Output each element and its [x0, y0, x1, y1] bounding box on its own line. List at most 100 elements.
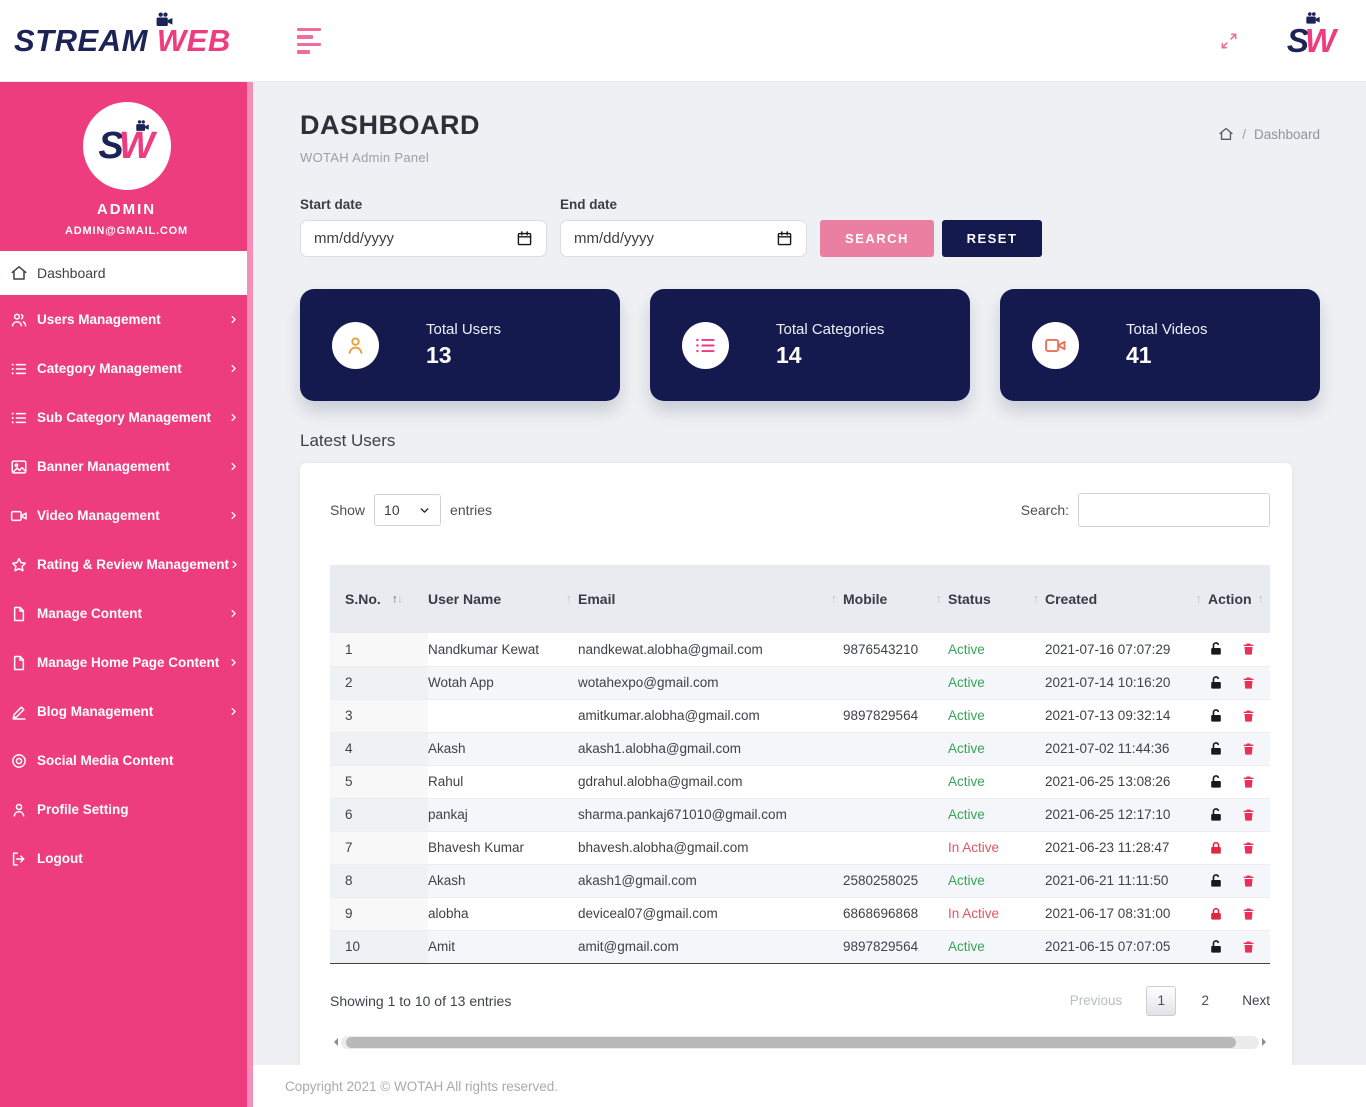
calendar-icon[interactable] — [516, 230, 533, 247]
column-header-created[interactable]: Created ↑ — [1045, 565, 1208, 633]
unlock-icon[interactable] — [1208, 675, 1224, 691]
pagination: Previous 1 2 Next — [1069, 985, 1270, 1016]
mobile-cell: 2580258025 — [843, 863, 948, 897]
page-button-1[interactable]: 1 — [1146, 985, 1177, 1016]
unlock-icon[interactable] — [1208, 939, 1224, 955]
sidebar-item-profile-setting[interactable]: Profile Setting — [0, 785, 253, 834]
table-search-input[interactable] — [1078, 493, 1270, 527]
table-row: 2 Wotah App wotahexpo@gmail.com Active 2021-… — [330, 665, 1270, 699]
calendar-icon[interactable] — [776, 230, 793, 247]
sidebar-item-sub-category-management[interactable]: Sub Category Management — [0, 393, 253, 442]
column-header-user-name[interactable]: User Name ↑ — [428, 565, 578, 633]
sidebar-item-category-management[interactable]: Category Management — [0, 344, 253, 393]
created-cell: 2021-06-25 12:17:10 — [1045, 797, 1208, 831]
top-header: STREAM WEB SW — [0, 0, 1366, 82]
unlock-icon[interactable] — [1208, 741, 1224, 757]
created-cell: 2021-07-13 09:32:14 — [1045, 698, 1208, 732]
mobile-cell — [843, 830, 948, 864]
chevron-down-icon — [418, 504, 431, 517]
user-name-cell: Nandkumar Kewat — [428, 641, 540, 657]
scroll-left-arrow[interactable] — [330, 1038, 338, 1046]
start-date-input[interactable]: mm/dd/yyyy — [300, 220, 547, 257]
sidebar-item-rating-review-management[interactable]: Rating & Review Management — [0, 540, 253, 589]
sidebar-item-video-management[interactable]: Video Management — [0, 491, 253, 540]
trash-icon[interactable] — [1241, 840, 1256, 856]
trash-icon[interactable] — [1241, 807, 1256, 823]
sidebar-item-dashboard[interactable]: Dashboard — [0, 251, 253, 295]
show-label: Show — [330, 502, 366, 518]
trash-icon[interactable] — [1241, 774, 1256, 790]
trash-icon[interactable] — [1241, 708, 1256, 724]
unlock-icon[interactable] — [1208, 873, 1224, 889]
logo-text-web: WEB — [156, 22, 231, 58]
table-row: 5 Rahul gdrahul.alobha@gmail.com Active 2021… — [330, 764, 1270, 798]
sidebar-item-social-media-content[interactable]: Social Media Content — [0, 736, 253, 785]
page-button-2[interactable]: 2 — [1201, 993, 1209, 1008]
trash-icon[interactable] — [1241, 675, 1256, 691]
column-header-s-no[interactable]: S.No. ↑↓ — [330, 565, 428, 633]
email-cell: bhavesh.alobha@gmail.com — [578, 830, 843, 864]
created-cell: 2021-06-17 08:31:00 — [1045, 896, 1208, 930]
trash-icon[interactable] — [1241, 741, 1256, 757]
sidebar-item-users-management[interactable]: Users Management — [0, 295, 253, 344]
user-name-cell: alobha — [428, 896, 578, 930]
unlock-icon[interactable] — [1208, 807, 1224, 823]
reset-button[interactable]: RESET — [942, 220, 1042, 257]
unlock-icon[interactable] — [1208, 641, 1224, 657]
user-icon — [332, 321, 379, 369]
trash-icon[interactable] — [1241, 641, 1256, 657]
chevron-right-icon — [228, 363, 239, 374]
next-page-button[interactable]: Next — [1242, 993, 1270, 1008]
end-date-input[interactable]: mm/dd/yyyy — [560, 220, 807, 257]
previous-page-button[interactable]: Previous — [1069, 993, 1123, 1008]
page-footer: Copyright 2021 © WOTAH All rights reserv… — [253, 1065, 1366, 1107]
status-text: Active — [948, 929, 1045, 963]
lock-icon[interactable] — [1208, 906, 1224, 922]
horizontal-scrollbar[interactable] — [330, 1035, 1270, 1049]
unlock-icon[interactable] — [1208, 708, 1224, 724]
email-cell: amitkumar.alobha@gmail.com — [578, 698, 843, 732]
status-text: Active — [948, 731, 1045, 765]
column-header-email[interactable]: Email ↑ — [578, 565, 843, 633]
table-row: 6 pankaj sharma.pankaj671010@gmail.com Acti… — [330, 797, 1270, 831]
table-row: 1 Nandkumar Kewat nandkewat.alobha@gmail.c… — [330, 633, 1270, 666]
status-text: In Active — [948, 896, 1045, 930]
trash-icon[interactable] — [1241, 873, 1256, 889]
created-cell: 2021-07-14 10:16:20 — [1045, 665, 1208, 699]
chevron-right-icon — [228, 706, 239, 717]
email-cell: gdrahul.alobha@gmail.com — [578, 764, 843, 798]
home-icon[interactable] — [1218, 126, 1234, 142]
scrollbar-thumb[interactable] — [346, 1036, 1237, 1048]
scroll-right-arrow[interactable] — [1262, 1038, 1270, 1046]
app-logo[interactable]: STREAM WEB — [0, 12, 253, 59]
logo-text-stream: STREAM — [14, 22, 148, 58]
column-header-mobile[interactable]: Mobile ↑ — [843, 565, 948, 633]
sidebar-toggle-button[interactable] — [293, 24, 325, 58]
sidebar-item-manage-home-page-content[interactable]: Manage Home Page Content — [0, 638, 253, 687]
breadcrumb: / Dashboard — [1218, 126, 1320, 142]
sidebar-item-blog-management[interactable]: Blog Management — [0, 687, 253, 736]
search-button[interactable]: SEARCH — [820, 220, 934, 257]
trash-icon[interactable] — [1241, 906, 1256, 922]
entries-select[interactable]: 10 — [374, 494, 442, 526]
status-text: Active — [948, 698, 1045, 732]
stats-row: Total Users 13 Total Categories 14 Total Vid… — [300, 289, 1320, 401]
column-header-action[interactable]: Action ↑ — [1208, 565, 1270, 633]
user-name-cell: Wotah App — [428, 665, 578, 699]
column-header-status[interactable]: Status ↑ — [948, 565, 1045, 633]
created-cell: 2021-07-02 11:44:36 — [1045, 731, 1208, 765]
sidebar-item-manage-content[interactable]: Manage Content — [0, 589, 253, 638]
mobile-cell: 9897829564 — [843, 929, 948, 963]
sidebar-item-logout[interactable]: Logout — [0, 834, 253, 883]
trash-icon[interactable] — [1241, 939, 1256, 955]
lock-icon[interactable] — [1208, 840, 1224, 856]
sidebar-item-banner-management[interactable]: Banner Management — [0, 442, 253, 491]
unlock-icon[interactable] — [1208, 774, 1224, 790]
brand-mark[interactable]: SW — [1287, 12, 1336, 57]
start-date-label: Start date — [300, 197, 363, 212]
fullscreen-expand-icon[interactable] — [1219, 31, 1239, 51]
created-cell: 2021-06-23 11:28:47 — [1045, 830, 1208, 864]
user-name-cell: Akash — [428, 731, 578, 765]
chevron-right-icon — [228, 314, 239, 325]
created-cell: 2021-06-15 07:07:05 — [1045, 929, 1208, 963]
